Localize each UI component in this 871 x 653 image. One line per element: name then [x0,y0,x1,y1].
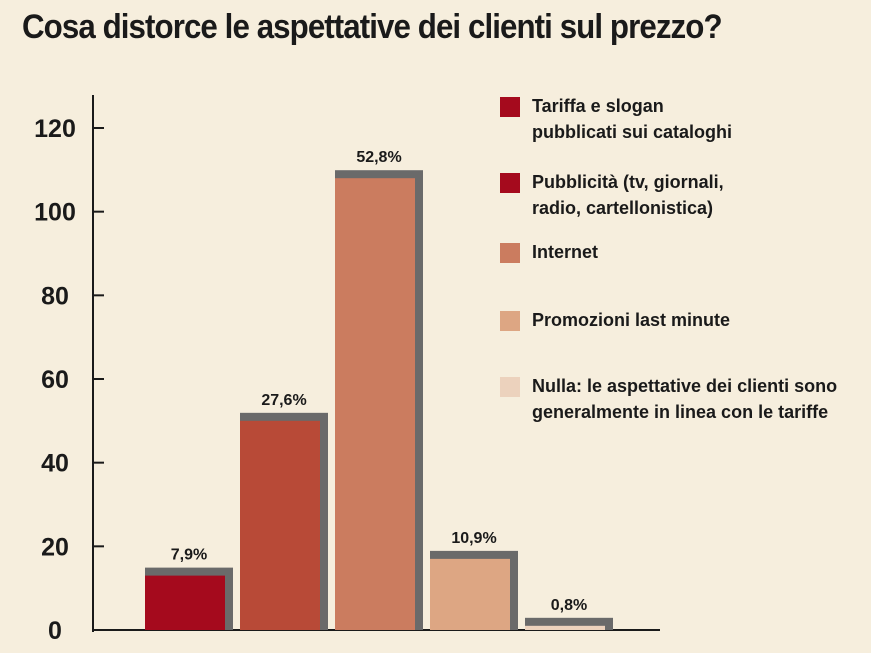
y-tick-label: 0 [48,617,62,645]
legend-swatch [500,311,520,331]
legend-swatch [500,377,520,397]
y-tick-label: 20 [41,533,69,561]
legend-label: Promozioni last minute [532,310,731,330]
bar [145,575,225,630]
legend-item: Promozioni last minute [500,310,730,333]
legend-item: Internet [500,242,598,265]
bar [525,625,605,630]
legend-swatch [500,243,520,263]
legend-label: Tariffa e slogan pubblicati sui cataloghi [532,96,733,142]
legend-label: Nulla: le aspettative dei clienti sono ge… [532,376,838,422]
y-tick-label: 40 [41,450,69,478]
data-label: 7,9% [171,547,207,564]
data-label: 10,9% [451,530,496,547]
legend-swatch [500,97,520,117]
data-label: 52,8% [356,149,401,166]
data-label: 27,6% [261,392,306,409]
y-tick-label: 100 [34,199,76,227]
legend-swatch [500,173,520,193]
y-tick-label: 120 [34,115,76,143]
y-tick-label: 80 [41,282,69,310]
legend-item: Pubblicità (tv, giornali, radio, cartello… [500,172,724,221]
chart-title: Cosa distorce le aspettative dei clienti… [22,8,723,46]
bar [335,178,415,630]
data-label: 0,8% [551,597,587,614]
bar [240,420,320,630]
legend-item: Nulla: le aspettative dei clienti sono ge… [500,376,837,425]
y-tick-label: 60 [41,366,69,394]
legend-item: Tariffa e slogan pubblicati sui cataloghi [500,96,732,145]
legend-label: Internet [532,242,599,262]
legend-label: Pubblicità (tv, giornali, radio, cartello… [532,172,724,218]
bar [430,558,510,630]
